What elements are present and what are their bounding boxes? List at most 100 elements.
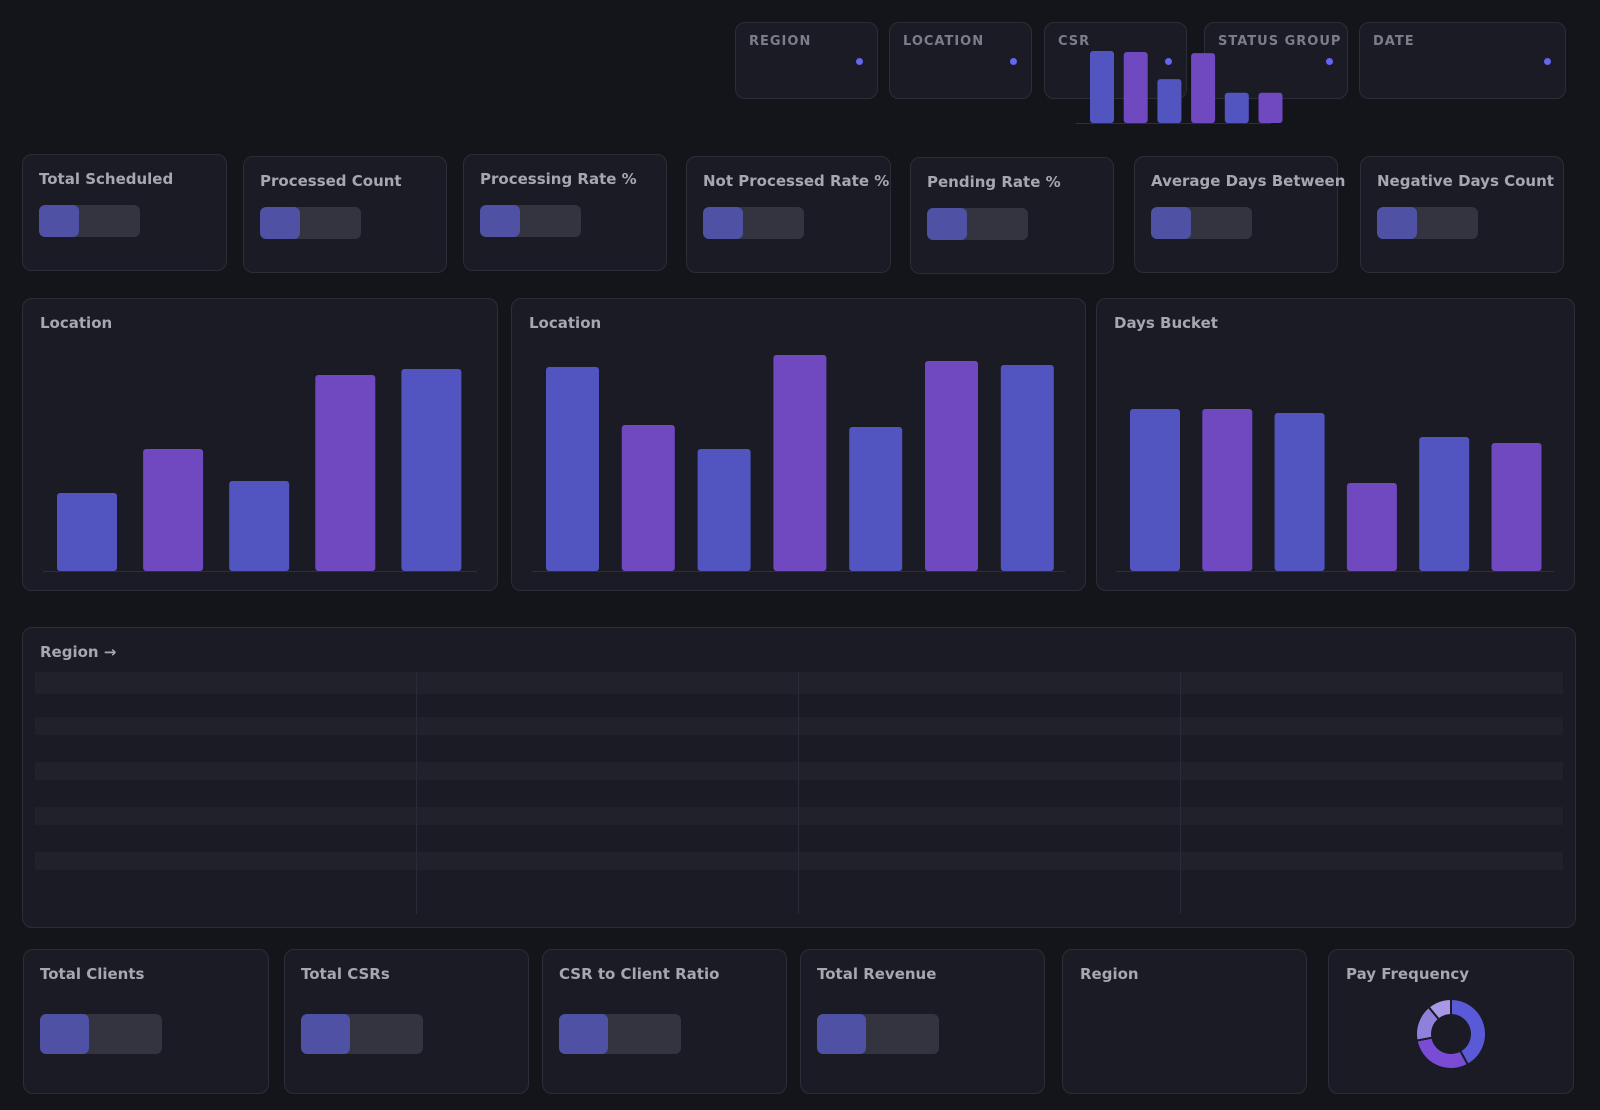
filter-location-indicator: [1010, 58, 1017, 65]
kpi-progress-bar: [559, 1014, 681, 1054]
kpi-card-total-clients: Total Clients: [23, 949, 269, 1094]
kpi-progress-bar: [39, 205, 140, 237]
filter-region[interactable]: REGION: [735, 22, 878, 99]
bar-2[interactable]: [1202, 409, 1253, 571]
bar-6[interactable]: [1491, 443, 1542, 571]
filter-date-label: DATE: [1373, 34, 1415, 49]
pie-slice-4[interactable]: [1427, 997, 1452, 1021]
bar-7[interactable]: [1000, 365, 1054, 571]
kpi-card-not-processed-rate: Not Processed Rate %: [686, 156, 891, 273]
kpi-title: Negative Days Count: [1377, 172, 1554, 190]
days-bucket-chart-card: Days Bucket: [1096, 298, 1575, 591]
kpi-progress-fill: [703, 207, 744, 239]
kpi-progress-bar: [927, 208, 1028, 240]
kpi-progress-fill: [559, 1014, 608, 1054]
bar-4[interactable]: [315, 375, 376, 571]
table-row: [35, 717, 1563, 735]
filter-date[interactable]: DATE: [1359, 22, 1566, 99]
kpi-progress-bar: [260, 207, 361, 239]
pie-slice-2[interactable]: [1415, 1036, 1470, 1070]
table-title: Region →: [40, 643, 117, 661]
kpi-title: Processed Count: [260, 172, 402, 190]
chart-title: Days Bucket: [1114, 314, 1218, 332]
table-row: [35, 852, 1563, 870]
filter-status-group-indicator: [1326, 58, 1333, 65]
bar-4[interactable]: [1191, 53, 1216, 123]
region-chart: [1076, 51, 1283, 124]
bar-1[interactable]: [57, 493, 117, 571]
table-column-divider: [416, 672, 417, 914]
kpi-progress-fill: [1377, 207, 1418, 239]
kpi-card-processing-rate: Processing Rate %: [463, 154, 667, 271]
pay-frequency-chart: [1415, 997, 1487, 1070]
bar-4[interactable]: [773, 355, 827, 571]
kpi-title: Total Scheduled: [39, 170, 174, 188]
filter-region-indicator: [856, 58, 863, 65]
kpi-title: Not Processed Rate %: [703, 172, 890, 190]
kpi-progress-bar: [703, 207, 804, 239]
kpi-progress-fill: [1151, 207, 1192, 239]
filter-date-indicator: [1544, 58, 1551, 65]
bar-5[interactable]: [849, 427, 903, 571]
filter-location-label: LOCATION: [903, 34, 985, 49]
kpi-card-csr-client-ratio: CSR to Client Ratio: [542, 949, 787, 1094]
kpi-title: Average Days Between: [1151, 172, 1346, 190]
bar-2[interactable]: [621, 425, 675, 571]
bar-5[interactable]: [1224, 92, 1249, 123]
region-table-card: Region →: [22, 627, 1576, 928]
kpi-title: CSR to Client Ratio: [559, 965, 720, 983]
kpi-progress-bar: [1151, 207, 1252, 239]
bar-5[interactable]: [401, 369, 462, 571]
table-row: [35, 762, 1563, 780]
region-chart-card: Region: [1062, 51, 1307, 1094]
kpi-card-total-scheduled: Total Scheduled: [22, 154, 227, 271]
kpi-card-negative-days-count: Negative Days Count: [1360, 156, 1564, 273]
kpi-progress-fill: [40, 1014, 89, 1054]
bar-3[interactable]: [1157, 79, 1182, 123]
kpi-progress-bar: [480, 205, 581, 237]
bar-6[interactable]: [1258, 92, 1283, 123]
location-chart-2: [532, 355, 1065, 572]
kpi-card-pending-rate: Pending Rate %: [910, 157, 1114, 274]
kpi-progress-fill: [260, 207, 301, 239]
kpi-card-processed-count: Processed Count: [243, 156, 447, 273]
kpi-title: Total Clients: [40, 965, 145, 983]
kpi-title: Total Revenue: [817, 965, 937, 983]
filter-csr-label: CSR: [1058, 34, 1091, 49]
bar-3[interactable]: [697, 449, 751, 571]
table-column-divider: [798, 672, 799, 914]
bar-1[interactable]: [1090, 51, 1114, 123]
chart-title: Location: [529, 314, 602, 332]
table-column-divider: [1180, 672, 1181, 914]
bar-5[interactable]: [1419, 437, 1470, 571]
kpi-title: Pending Rate %: [927, 173, 1061, 191]
chart-title: Location: [40, 314, 113, 332]
bar-4[interactable]: [1346, 483, 1397, 571]
filter-location[interactable]: LOCATION: [889, 22, 1032, 99]
filter-region-label: REGION: [749, 34, 812, 49]
bar-2[interactable]: [143, 449, 204, 571]
kpi-title: Total CSRs: [301, 965, 390, 983]
kpi-progress-bar: [301, 1014, 423, 1054]
location-chart-card-2: Location: [511, 298, 1086, 591]
days-bucket-chart: [1116, 409, 1554, 572]
pie-slice-1[interactable]: [1450, 997, 1487, 1067]
filter-csr-indicator: [1165, 58, 1172, 65]
bar-2[interactable]: [1123, 52, 1148, 123]
location-chart-card-1: Location: [22, 298, 498, 591]
bar-1[interactable]: [546, 367, 599, 571]
bar-1[interactable]: [1130, 409, 1180, 571]
bar-3[interactable]: [1274, 413, 1325, 571]
kpi-progress-fill: [927, 208, 968, 240]
kpi-title: Processing Rate %: [480, 170, 637, 188]
bar-6[interactable]: [925, 361, 978, 571]
kpi-card-total-csrs: Total CSRs: [284, 949, 529, 1094]
filter-csr[interactable]: CSR: [1044, 22, 1187, 99]
bar-3[interactable]: [229, 481, 290, 571]
kpi-progress-bar: [817, 1014, 939, 1054]
filter-status-group[interactable]: STATUS GROUP: [1204, 22, 1348, 99]
kpi-progress-bar: [1377, 207, 1478, 239]
filter-status-group-label: STATUS GROUP: [1218, 34, 1342, 49]
kpi-progress-fill: [39, 205, 80, 237]
table-header-row: [35, 672, 1563, 694]
